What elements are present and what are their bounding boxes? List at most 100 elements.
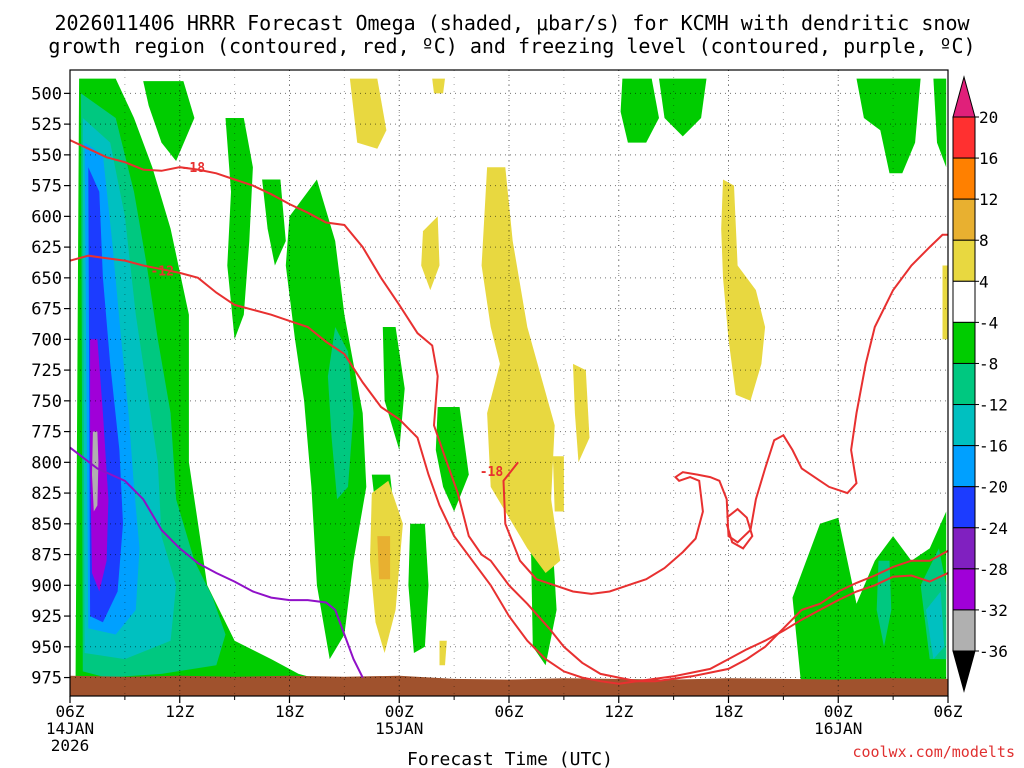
y-tick-label-825: 825 bbox=[31, 484, 62, 504]
x-tick-date-0: 14JAN bbox=[46, 719, 94, 738]
colorbar-label-7: -12 bbox=[979, 396, 1008, 415]
y-tick-label-525: 525 bbox=[31, 115, 62, 135]
colorbar-swatch-6 bbox=[952, 362, 976, 406]
y-tick-label-850: 850 bbox=[31, 515, 62, 535]
y-tick-label-650: 650 bbox=[31, 269, 62, 289]
plot-content: -18 -12 -18 bbox=[70, 70, 948, 696]
dgz-label-0: -18 bbox=[182, 161, 206, 176]
y-tick-label-925: 925 bbox=[31, 607, 62, 627]
colorbar-label-0: 20 bbox=[979, 108, 998, 127]
x-tick-year-0: 2026 bbox=[51, 736, 90, 755]
colorbar-swatch-0 bbox=[952, 116, 976, 159]
y-tick-label-550: 550 bbox=[31, 146, 62, 166]
omega-region-2 bbox=[225, 118, 253, 340]
colorbar-swatch-3 bbox=[952, 239, 976, 282]
colorbar-label-9: -20 bbox=[979, 478, 1008, 497]
y-tick-label-700: 700 bbox=[31, 330, 62, 350]
credit-link[interactable]: coolwx.com/modelts bbox=[852, 743, 1015, 761]
x-tick-date-7: 16JAN bbox=[814, 719, 862, 738]
x-tick-label-0: 06Z bbox=[56, 702, 85, 721]
dgz-contour-2 bbox=[502, 233, 948, 595]
colorbar-swatch-11 bbox=[952, 568, 976, 611]
y-axis: 500 525 550 575 600 625 650 675 700 725 750 775 800 8… bbox=[31, 84, 70, 689]
omega-region-4 bbox=[285, 179, 367, 660]
x-tick-label-5: 12Z bbox=[604, 702, 633, 721]
omega-region-20 bbox=[926, 591, 945, 660]
colorbar-top-triangle bbox=[952, 75, 976, 118]
y-tick-label-725: 725 bbox=[31, 361, 62, 381]
dgz-label-1: -12 bbox=[150, 264, 173, 279]
omega-region-32 bbox=[573, 363, 590, 463]
omega-region-27 bbox=[421, 216, 440, 291]
omega-region-14 bbox=[792, 511, 947, 690]
colorbar-swatch-1 bbox=[952, 157, 976, 200]
omega-region-35 bbox=[942, 265, 948, 340]
x-tick-label-2: 18Z bbox=[275, 702, 304, 721]
omega-region-29 bbox=[541, 462, 552, 512]
colorbar-swatch-7 bbox=[952, 404, 976, 447]
omega-region-24 bbox=[92, 431, 99, 512]
chart-title-line2: growth region (contoured, red, ºC) and f… bbox=[48, 34, 975, 58]
omega-region-33 bbox=[552, 456, 564, 512]
y-tick-label-875: 875 bbox=[31, 546, 62, 566]
omega-region-31 bbox=[439, 640, 447, 666]
omega-region-36 bbox=[377, 536, 391, 580]
colorbar-label-13: -36 bbox=[979, 642, 1008, 661]
colorbar-label-5: -4 bbox=[979, 313, 998, 332]
colorbar-label-3: 8 bbox=[979, 231, 989, 250]
colorbar-bottom-triangle bbox=[952, 650, 976, 693]
omega-region-34 bbox=[721, 179, 766, 401]
colorbar-label-2: 12 bbox=[979, 190, 998, 209]
omega-region-13 bbox=[933, 78, 947, 168]
omega-region-8 bbox=[435, 407, 469, 512]
y-tick-label-625: 625 bbox=[31, 238, 62, 258]
omega-region-12 bbox=[856, 78, 921, 174]
colorbar: 20 16 12 8 4 -4 -8 -12 -16 -20 -24 -28 -32 -36 bbox=[952, 75, 1008, 693]
omega-region-3 bbox=[262, 179, 286, 266]
colorbar-label-6: -8 bbox=[979, 354, 998, 373]
colorbar-label-11: -28 bbox=[979, 560, 1008, 579]
y-tick-label-975: 975 bbox=[31, 669, 62, 689]
dgz-contour-0 bbox=[70, 139, 948, 683]
colorbar-swatch-12 bbox=[952, 609, 976, 652]
dgz-label-2: -18 bbox=[480, 465, 504, 480]
omega-region-23 bbox=[90, 339, 109, 592]
omega-region-1 bbox=[143, 81, 195, 161]
x-tick-label-4: 06Z bbox=[495, 702, 524, 721]
y-tick-label-800: 800 bbox=[31, 453, 62, 473]
colorbar-swatch-2 bbox=[952, 198, 976, 241]
y-tick-label-900: 900 bbox=[31, 576, 62, 596]
y-tick-label-950: 950 bbox=[31, 638, 62, 658]
colorbar-swatch-5 bbox=[952, 321, 976, 364]
colorbar-swatch-4 bbox=[952, 280, 976, 323]
y-tick-label-675: 675 bbox=[31, 300, 62, 320]
x-tick-label-8: 06Z bbox=[934, 702, 963, 721]
colorbar-label-10: -24 bbox=[979, 519, 1008, 538]
y-tick-label-750: 750 bbox=[31, 392, 62, 412]
y-tick-label-775: 775 bbox=[31, 423, 62, 443]
x-tick-label-1: 12Z bbox=[165, 702, 194, 721]
colorbar-label-12: -32 bbox=[979, 601, 1008, 620]
freezing-level-line bbox=[70, 446, 364, 679]
y-tick-label-500: 500 bbox=[31, 84, 62, 104]
x-tick-label-6: 18Z bbox=[714, 702, 743, 721]
omega-region-10 bbox=[620, 78, 659, 143]
colorbar-swatch-10 bbox=[952, 527, 976, 570]
plot-area: -18 -12 -18 bbox=[69, 69, 949, 697]
y-tick-label-600: 600 bbox=[31, 207, 62, 227]
colorbar-label-1: 16 bbox=[979, 149, 998, 168]
colorbar-swatch-8 bbox=[952, 445, 976, 488]
colorbar-swatch-9 bbox=[952, 486, 976, 529]
x-axis-label: Forecast Time (UTC) bbox=[407, 749, 613, 768]
omega-region-26 bbox=[432, 78, 445, 94]
y-tick-label-575: 575 bbox=[31, 177, 62, 197]
dgz-contour-3 bbox=[725, 507, 754, 550]
omega-region-7 bbox=[408, 523, 429, 653]
x-tick-date-3: 15JAN bbox=[375, 719, 423, 738]
colorbar-label-8: -16 bbox=[979, 437, 1008, 456]
dgz-contour-1 bbox=[70, 254, 948, 685]
colorbar-label-4: 4 bbox=[979, 272, 989, 291]
x-tick-label-7: 00Z bbox=[824, 702, 853, 721]
